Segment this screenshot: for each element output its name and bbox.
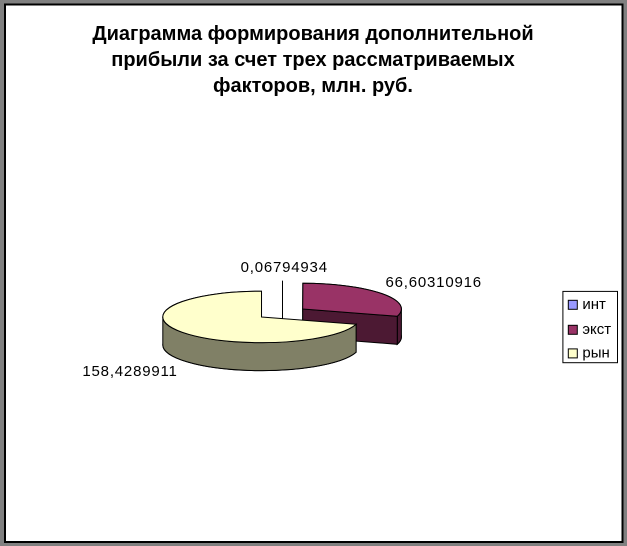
svg-text:0,06794934: 0,06794934: [241, 259, 328, 276]
svg-text:инт: инт: [582, 296, 606, 313]
svg-text:158,4289911: 158,4289911: [82, 363, 177, 380]
svg-text:экст: экст: [582, 321, 611, 338]
svg-text:Диаграмма формирования дополни: Диаграмма формирования дополнительной: [92, 23, 533, 45]
svg-text:прибыли за счет трех рассматри: прибыли за счет трех рассматриваемых: [111, 49, 514, 71]
svg-text:66,60310916: 66,60310916: [386, 274, 482, 291]
svg-text:факторов, млн. руб.: факторов, млн. руб.: [213, 75, 413, 97]
svg-text:рын: рын: [582, 344, 609, 361]
